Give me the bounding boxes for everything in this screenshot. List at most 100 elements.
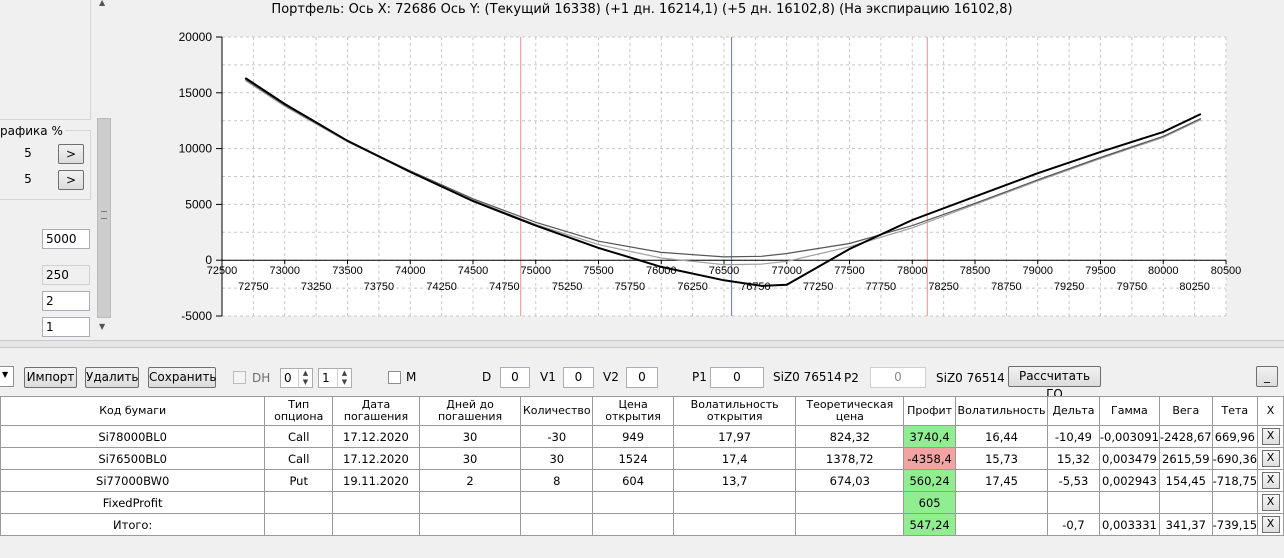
column-header[interactable]: Дата погашения (332, 396, 420, 426)
delete-row-button[interactable]: X (1261, 450, 1280, 467)
p2-symbol: SiZ0 76514 (936, 371, 1005, 385)
column-header[interactable]: Дней до погашения (418, 396, 522, 426)
x-tick-label: 74250 (426, 281, 457, 293)
dh-checkbox[interactable] (233, 371, 246, 384)
panel-splitter[interactable] (0, 340, 1284, 348)
delete-row-cell[interactable]: X (1257, 513, 1284, 536)
spin-up-icon[interactable]: ▲ (302, 369, 309, 377)
table-cell: 15,73 (955, 447, 1049, 470)
column-header[interactable]: Профит (903, 396, 957, 426)
spin-up-icon[interactable]: ▲ (341, 369, 348, 377)
x-tick-label: 77500 (834, 265, 865, 277)
x-tick-label: 75500 (583, 265, 614, 277)
param-field-a[interactable]: 5000 (42, 229, 90, 249)
delete-row-cell[interactable]: X (1257, 491, 1284, 514)
spin-down-icon[interactable]: ▼ (341, 378, 348, 386)
delete-button[interactable]: Удалить (85, 367, 139, 388)
scroll-up-icon[interactable]: ▲ (99, 0, 106, 7)
p1-label: P1 (692, 370, 707, 384)
table-row[interactable]: FixedProfit 605 X (0, 491, 1284, 514)
x-tick-label: 76250 (677, 281, 708, 293)
dropdown[interactable]: ▼ (0, 366, 14, 387)
table-cell: 3740,4 (903, 425, 957, 448)
table-cell (332, 491, 420, 514)
column-header[interactable]: Цена открытия (592, 396, 674, 426)
column-header[interactable]: Код бумаги (0, 396, 266, 426)
table-row[interactable]: Итого: 547,24 -0,7 0,003331 341,37 -739,15 X (0, 513, 1284, 536)
y-tick-label: 5000 (185, 197, 212, 211)
table-cell (672, 513, 797, 536)
p2-field[interactable]: 0 (870, 367, 926, 388)
scroll-thumb[interactable] (97, 118, 111, 318)
table-cell: 604 (592, 469, 674, 492)
table-cell: -4358,4 (903, 447, 957, 470)
table-cell (1158, 491, 1213, 514)
import-button[interactable]: Импорт (24, 367, 77, 388)
delete-row-cell[interactable]: X (1257, 425, 1284, 448)
table-cell: 0,003479 (1098, 447, 1160, 470)
minimize-button[interactable]: _ (1256, 366, 1278, 387)
x-tick-label: 72750 (238, 281, 269, 293)
table-cell: -690,36 (1211, 447, 1259, 470)
column-header[interactable]: Количество (520, 396, 594, 426)
delete-row-button[interactable]: X (1261, 494, 1280, 511)
chart-percent-field-2[interactable]: 5 (6, 170, 50, 190)
table-row[interactable]: Si78000BL0 Call 17.12.2020 30 -30 949 17,97 824… (0, 425, 1284, 448)
chart-percent-field-1[interactable]: 5 (6, 144, 50, 164)
dh-spinner-2[interactable]: 1 ▲ ▼ (318, 368, 352, 388)
delete-row-cell[interactable]: X (1257, 469, 1284, 492)
x-tick-label: 78750 (991, 281, 1022, 293)
scroll-down-icon[interactable]: ▼ (99, 322, 106, 331)
spin-down-icon[interactable]: ▼ (302, 378, 309, 386)
dh-spinner-1[interactable]: 0 ▲ ▼ (280, 368, 313, 388)
delete-row-button[interactable]: X (1261, 472, 1280, 489)
m-checkbox[interactable] (388, 371, 401, 384)
apply-field-1-button[interactable]: > (58, 144, 84, 164)
y-tick-label: 0 (205, 253, 212, 267)
column-header[interactable]: Тип опциона (264, 396, 334, 426)
apply-field-2-button[interactable]: > (58, 170, 84, 190)
table-cell: Si77000BW0 (0, 469, 266, 492)
left-panel-scrollbar[interactable]: ▲ ▼ (96, 0, 113, 334)
x-tick-label: 78000 (897, 265, 928, 277)
table-cell: 2 (418, 469, 522, 492)
table-row[interactable]: Si76500BL0 Call 17.12.2020 30 30 1524 17,4 1378… (0, 447, 1284, 470)
table-cell (955, 513, 1049, 536)
column-header[interactable]: Дельта (1047, 396, 1100, 426)
calculate-margin-button[interactable]: Рассчитать ГО (1008, 366, 1101, 401)
table-cell: 669,96 (1211, 425, 1259, 448)
table-cell: 19.11.2020 (332, 469, 420, 492)
d-field[interactable]: 0 (500, 367, 530, 388)
table-cell: 17.12.2020 (332, 425, 420, 448)
spinner-2-value: 1 (322, 371, 330, 385)
table-row[interactable]: Si77000BW0 Put 19.11.2020 2 8 604 13,7 674,03 56… (0, 469, 1284, 492)
column-header[interactable]: Волатильность открытия (672, 396, 797, 426)
table-cell: 341,37 (1158, 513, 1213, 536)
chart-title: Портфель: Ось X: 72686 Ось Y: (Текущий 1… (271, 2, 1013, 17)
column-header[interactable]: Тета (1211, 396, 1259, 426)
table-cell: -10,49 (1047, 425, 1100, 448)
p1-field[interactable]: 0 (710, 367, 764, 388)
table-cell: 0,003331 (1098, 513, 1160, 536)
param-field-c[interactable]: 2 (42, 291, 90, 311)
column-header[interactable]: X (1257, 396, 1284, 426)
portfolio-chart[interactable]: 20000 15000 10000 5000 0 -5000 72500 73000 73500… (114, 0, 1284, 340)
param-field-b: 250 (42, 265, 90, 285)
v2-field[interactable]: 0 (626, 367, 658, 388)
v1-field[interactable]: 0 (563, 367, 594, 388)
delete-row-button[interactable]: X (1261, 428, 1280, 445)
x-tick-label: 73250 (301, 281, 332, 293)
param-field-d[interactable]: 1 (42, 317, 90, 337)
table-cell (672, 491, 797, 514)
delete-row-button[interactable]: X (1261, 516, 1280, 533)
x-tick-label: 75000 (520, 265, 551, 277)
x-tick-label: 80000 (1148, 265, 1179, 277)
save-button[interactable]: Сохранить (148, 367, 217, 388)
column-header[interactable]: Теоретическая цена (795, 396, 905, 426)
table-cell: 2615,59 (1158, 447, 1213, 470)
column-header[interactable]: Волатильность (955, 396, 1049, 426)
delete-row-cell[interactable]: X (1257, 447, 1284, 470)
column-header[interactable]: Гамма (1098, 396, 1160, 426)
column-header[interactable]: Вега (1158, 396, 1213, 426)
table-cell: 949 (592, 425, 674, 448)
